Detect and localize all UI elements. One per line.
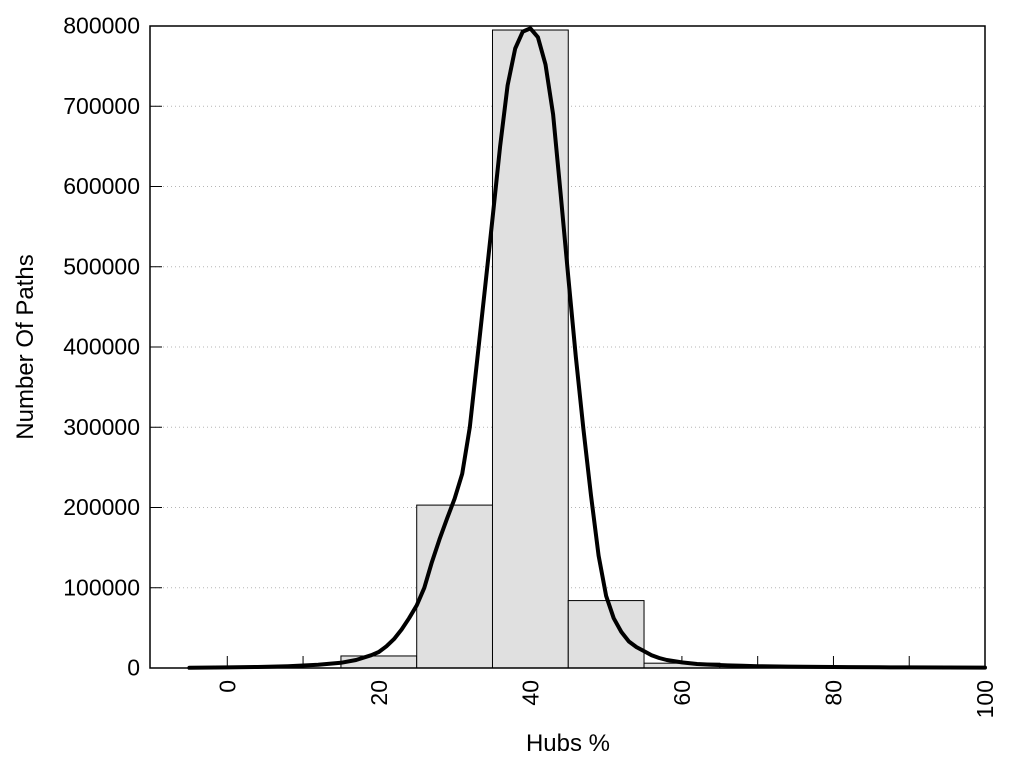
x-tick-label: 100: [972, 680, 998, 718]
x-axis-title: Hubs %: [526, 730, 610, 757]
x-tick-label: 0: [214, 680, 240, 693]
plot-border-box: [149, 25, 986, 669]
y-tick-label: 0: [127, 655, 140, 681]
plot-border: [149, 25, 986, 669]
density-curve-path: [187, 26, 987, 670]
x-tick-label: 80: [821, 680, 847, 706]
x-tick-labels: 0 20 40 60 80 100: [214, 680, 998, 718]
y-axis-ticks: [150, 25, 162, 669]
histogram-bars: [340, 29, 721, 669]
y-tick-label: 600000: [63, 173, 140, 199]
y-tick-labels: 0 100000 200000 300000 400000 500000 600000 700…: [63, 13, 140, 681]
y-tick-label: 100000: [63, 574, 140, 600]
x-tick-label: 40: [517, 680, 543, 706]
x-tick-label: 20: [366, 680, 392, 706]
histogram-bar: [567, 600, 645, 669]
x-tick-label: 60: [669, 680, 695, 706]
y-tick-label: 400000: [63, 334, 140, 360]
y-tick-label: 200000: [63, 494, 140, 520]
y-tick-label: 700000: [63, 93, 140, 119]
y-tick-label: 800000: [63, 13, 140, 39]
y-tick-label: 300000: [63, 414, 140, 440]
y-axis-title: Number Of Paths: [12, 254, 39, 439]
histogram-bar: [416, 504, 493, 669]
density-curve: [187, 26, 987, 670]
y-tick-label: 500000: [63, 253, 140, 279]
